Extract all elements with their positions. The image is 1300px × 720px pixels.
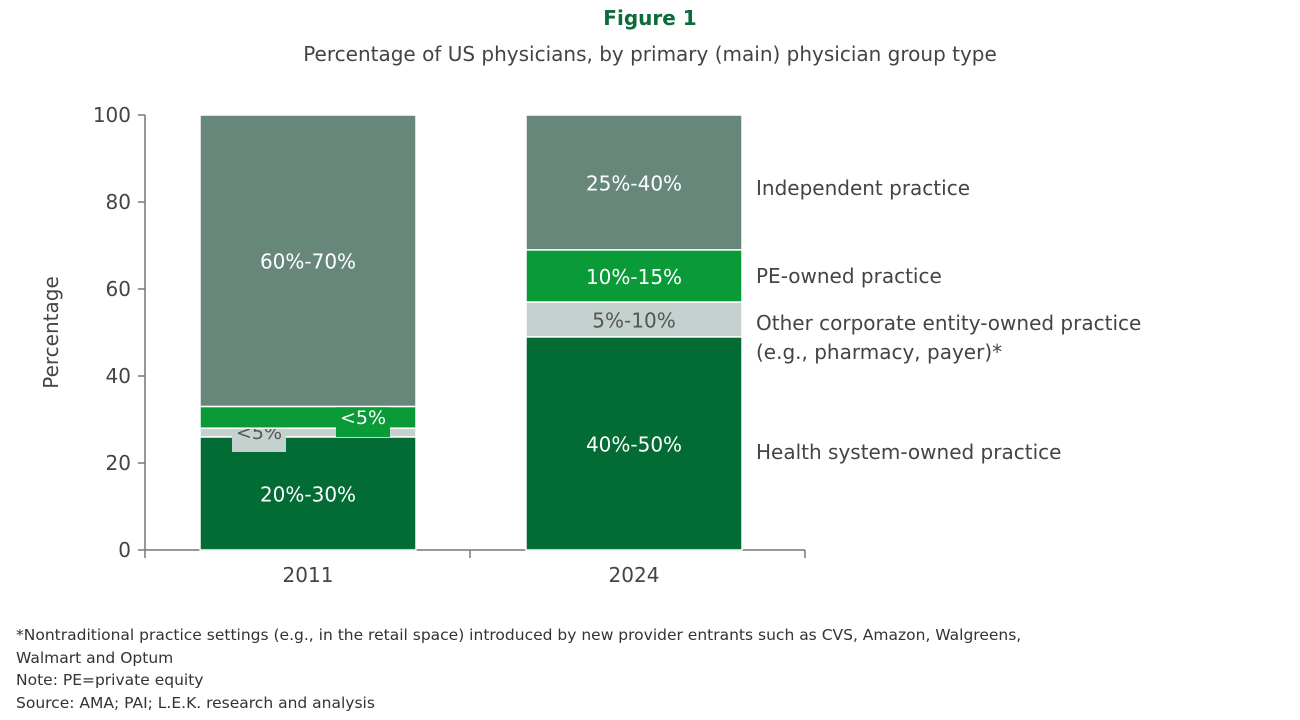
bar-segment — [199, 114, 417, 408]
chart-title: Figure 1 — [603, 6, 697, 30]
x-tick-label: 2011 — [283, 563, 334, 587]
data-label: <5% — [340, 407, 386, 429]
data-label: 5%-10% — [592, 308, 675, 332]
y-tick-label: 80 — [106, 190, 131, 214]
data-label: 25%-40% — [586, 171, 682, 195]
legend-label: Independent practice — [756, 176, 970, 200]
legend-label: PE-owned practice — [756, 264, 942, 288]
bar-segment — [525, 114, 743, 251]
bar-segment — [525, 301, 743, 338]
stacked-bar-chart: 020406080100Percentage201120%-30%<5%<5%6… — [39, 103, 1141, 587]
bar-segment — [525, 336, 743, 551]
y-tick-label: 40 — [106, 364, 131, 388]
data-label: 10%-15% — [586, 265, 682, 289]
data-label: 60%-70% — [260, 250, 356, 274]
source: Source: AMA; PAI; L.E.K. research and an… — [16, 693, 375, 712]
data-label: 20%-30% — [260, 482, 356, 506]
chart-subtitle: Percentage of US physicians, by primary … — [303, 42, 997, 66]
footnotes: *Nontraditional practice settings (e.g.,… — [16, 624, 1021, 714]
legend-label: (e.g., pharmacy, payer)* — [756, 340, 1002, 364]
footnote: Walmart and Optum — [16, 648, 174, 667]
legend-label: Other corporate entity-owned practice — [756, 311, 1141, 335]
bar-segment — [199, 436, 417, 551]
y-axis-label: Percentage — [39, 276, 63, 389]
x-tick-label: 2024 — [609, 563, 660, 587]
footnote: *Nontraditional practice settings (e.g.,… — [16, 626, 1022, 644]
note: Note: PE=private equity — [16, 671, 204, 689]
y-tick-label: 0 — [118, 538, 131, 562]
y-tick-label: 100 — [93, 103, 131, 127]
y-tick-label: 60 — [106, 277, 131, 301]
legend-label: Health system-owned practice — [756, 440, 1061, 464]
data-label: 40%-50% — [586, 432, 682, 456]
y-tick-label: 20 — [106, 451, 131, 475]
